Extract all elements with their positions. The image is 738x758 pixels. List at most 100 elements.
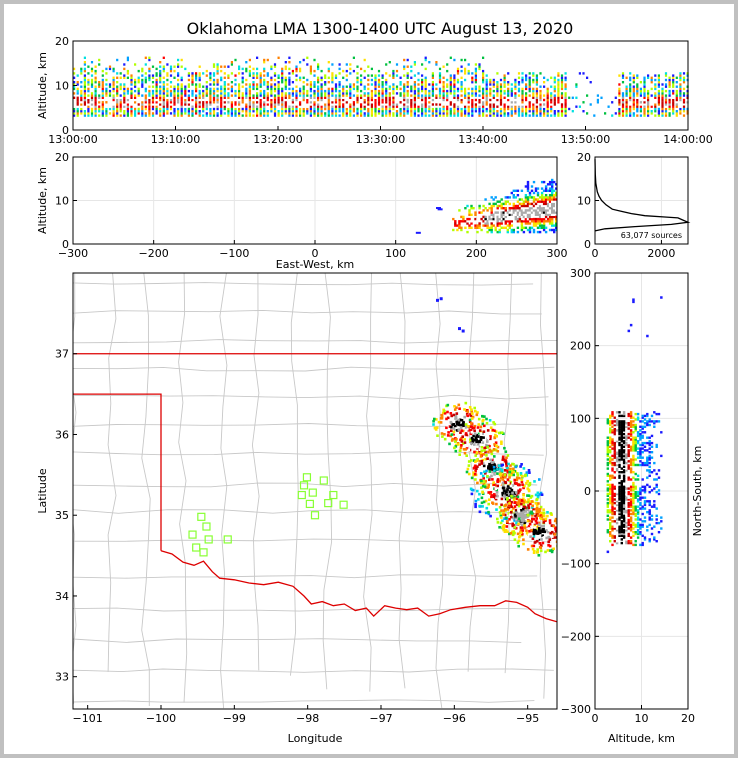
density-cell — [313, 58, 316, 62]
density-cell — [374, 94, 377, 97]
density-cell — [191, 81, 194, 84]
density-cell — [515, 521, 518, 524]
density-cell — [538, 204, 542, 208]
density-cell — [474, 85, 477, 88]
density-cell — [501, 469, 504, 472]
density-cell — [220, 92, 223, 95]
density-cell — [299, 112, 302, 115]
density-cell — [461, 416, 464, 419]
density-cell — [513, 526, 517, 529]
density-cell — [548, 200, 552, 203]
density-cell — [123, 74, 126, 77]
density-cell — [338, 92, 341, 95]
density-cell — [622, 476, 626, 479]
density-cell — [629, 536, 633, 539]
density-cell — [495, 502, 498, 506]
density-cell — [195, 96, 198, 99]
density-cell — [94, 98, 97, 102]
density-cell — [162, 96, 165, 99]
density-cell — [209, 87, 212, 91]
density-cell — [639, 523, 642, 527]
density-cell — [388, 103, 391, 106]
density-cell — [486, 486, 489, 489]
density-cell — [474, 107, 477, 111]
density-cell — [119, 96, 122, 99]
density-cell — [472, 473, 475, 477]
density-cell — [101, 94, 104, 97]
density-cell — [682, 107, 686, 111]
density-cell — [530, 524, 533, 527]
density-cell — [615, 529, 619, 532]
density-cell — [507, 96, 510, 99]
density-cell — [539, 110, 542, 113]
density-cell — [648, 509, 651, 512]
density-cell — [536, 548, 539, 551]
density-cell — [560, 94, 564, 97]
density-cell — [514, 110, 517, 113]
density-cell — [76, 98, 79, 102]
density-cell — [500, 207, 503, 210]
density-cell — [410, 89, 413, 93]
density-cell — [668, 105, 671, 108]
density-cell — [184, 87, 187, 91]
density-cell — [555, 200, 558, 203]
density-cell — [499, 112, 503, 115]
density-cell — [486, 457, 489, 460]
density-cell — [123, 85, 126, 88]
density-cell — [126, 92, 129, 95]
density-cell — [180, 78, 183, 82]
density-cell — [643, 463, 647, 467]
density-cell — [87, 96, 90, 99]
density-cell — [284, 96, 287, 99]
density-cell — [492, 94, 495, 97]
density-cell — [504, 220, 507, 223]
density-cell — [641, 523, 644, 527]
density-cell — [609, 509, 612, 512]
density-cell — [475, 467, 478, 470]
density-cell — [360, 112, 363, 115]
density-cell — [493, 422, 497, 426]
density-cell — [622, 494, 626, 497]
density-cell — [338, 72, 341, 75]
density-cell — [155, 81, 158, 84]
density-cell — [544, 200, 548, 203]
density-cell — [632, 78, 635, 82]
density-cell — [609, 532, 612, 536]
density-cell — [639, 81, 642, 84]
density-cell — [281, 107, 284, 111]
density-cell — [611, 485, 614, 488]
density-cell — [273, 98, 277, 102]
density-cell — [622, 478, 626, 481]
density-cell — [544, 189, 548, 192]
density-cell — [360, 96, 363, 99]
density-cell — [309, 112, 312, 115]
density-cell — [302, 101, 305, 104]
density-cell — [202, 110, 205, 113]
density-cell — [609, 476, 612, 479]
density-cell — [535, 527, 538, 531]
density-cell — [528, 110, 531, 113]
density-cell — [534, 204, 538, 208]
density-cell — [466, 220, 469, 223]
density-cell — [403, 87, 406, 91]
density-cell — [151, 89, 155, 93]
density-cell — [513, 538, 517, 541]
density-cell — [535, 110, 538, 113]
density-cell — [519, 488, 522, 491]
density-cell — [492, 103, 495, 106]
density-cell — [410, 85, 413, 88]
density-cell — [266, 98, 269, 102]
density-cell — [560, 92, 564, 95]
county-line — [73, 668, 554, 673]
density-cell — [453, 96, 456, 99]
density-cell — [609, 485, 612, 488]
density-cell — [564, 85, 567, 88]
density-cell — [342, 114, 345, 117]
density-cell — [116, 89, 119, 93]
density-cell — [177, 78, 180, 82]
density-cell — [615, 469, 619, 472]
density-cell — [661, 87, 664, 91]
density-cell — [477, 423, 481, 426]
density-cell — [517, 502, 520, 506]
density-cell — [482, 110, 485, 113]
